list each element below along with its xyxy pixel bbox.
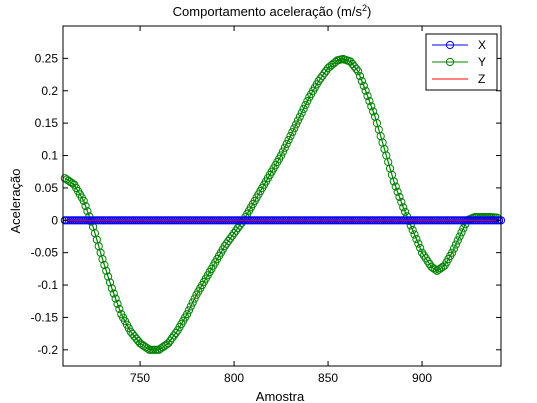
data-point-y [276, 151, 286, 160]
data-point-y [100, 260, 109, 270]
data-point-y [143, 344, 152, 353]
data-point-y [451, 240, 460, 249]
data-point-y [182, 310, 192, 319]
legend-marker-y [445, 57, 455, 67]
data-point-y [190, 294, 199, 303]
data-point-y [284, 135, 293, 145]
data-point-y [295, 112, 304, 121]
data-point-y [357, 76, 366, 86]
x-tick-label: 750 [130, 371, 150, 385]
x-tick-label: 900 [412, 371, 432, 385]
data-point-y [104, 272, 113, 281]
data-point-y [457, 228, 466, 237]
ticks-layer: 750 800 850 900 0.25 0.2 0.15 0.1 0.05 0 -0.05 -0.1… [31, 26, 501, 385]
series-layer [60, 54, 506, 354]
data-point-y [389, 177, 398, 186]
data-point-y [395, 192, 404, 202]
data-point-y [448, 248, 457, 257]
data-point-y [459, 224, 468, 233]
x-tick-label: 800 [224, 371, 244, 385]
data-point-y [367, 102, 376, 111]
y-tick-label: 0.1 [41, 149, 58, 163]
data-point-y [286, 132, 295, 141]
data-point-y [98, 255, 107, 264]
legend-label-x: X [478, 38, 486, 52]
data-point-y [188, 298, 197, 307]
data-point-y [391, 182, 400, 191]
data-point-y [299, 104, 308, 114]
x-axis-label: Amostra [256, 389, 305, 403]
data-point-y [359, 81, 368, 91]
data-point-y [369, 107, 378, 116]
data-point-y [361, 86, 370, 95]
legend-marker-x [445, 40, 455, 50]
data-point-y [393, 187, 402, 196]
y-tick-label: 0.05 [35, 181, 59, 195]
data-point-y [105, 278, 115, 287]
data-point-y [449, 244, 459, 253]
data-point-y [397, 198, 406, 207]
data-point-y [410, 230, 419, 239]
data-point-y [363, 91, 372, 101]
y-tick-label: -0.15 [31, 310, 59, 324]
data-point-y [412, 234, 421, 244]
data-point-y [115, 304, 124, 314]
data-point-y [113, 299, 122, 308]
data-point-y [399, 203, 408, 212]
data-point-y [81, 201, 90, 211]
legend-label-z: Z [478, 72, 485, 86]
x-tick-label: 850 [318, 371, 338, 385]
data-point-y [354, 67, 363, 76]
y-tick-label: -0.05 [31, 246, 59, 260]
chart-title: Comportamento aceleração (m/s2) [173, 3, 372, 19]
data-point-y [83, 207, 92, 216]
data-point-y [303, 97, 312, 106]
data-point-y [301, 100, 310, 110]
data-point-y [408, 225, 417, 235]
data-point-y [290, 124, 299, 133]
data-point-y [79, 196, 88, 205]
y-tick-label: 0.25 [35, 51, 59, 65]
legend: XYZ [425, 33, 498, 91]
y-tick-label: -0.1 [37, 278, 58, 292]
y-tick-label: 0.15 [35, 116, 59, 130]
data-point-y [293, 116, 303, 125]
data-point-y [278, 147, 288, 156]
data-point-y [455, 232, 464, 241]
data-point-y [171, 328, 180, 338]
y-tick-label: -0.2 [37, 343, 58, 357]
legend-label-y: Y [478, 55, 486, 69]
data-point-y [109, 289, 118, 298]
data-point-y [288, 128, 297, 137]
data-point-y [111, 294, 120, 303]
data-point-y [414, 239, 423, 248]
data-point-y [453, 236, 462, 245]
data-point-y [184, 306, 194, 315]
data-point-y [365, 97, 374, 106]
data-point-y [401, 207, 410, 216]
plot-frame [62, 25, 502, 367]
data-point-y [107, 284, 116, 293]
data-point-y [280, 143, 289, 152]
data-point-y [102, 266, 111, 275]
data-point-y [297, 108, 306, 117]
data-point-y [186, 302, 195, 311]
data-point-y [355, 72, 365, 81]
y-tick-label: 0.2 [41, 84, 58, 98]
data-point-y [416, 244, 425, 253]
data-point-y [282, 139, 291, 148]
y-tick-label: 0 [51, 213, 58, 227]
data-point-y [431, 265, 440, 274]
data-point-y [352, 64, 361, 74]
data-point-y [292, 120, 301, 129]
y-axis-label: Aceleração [8, 168, 23, 233]
